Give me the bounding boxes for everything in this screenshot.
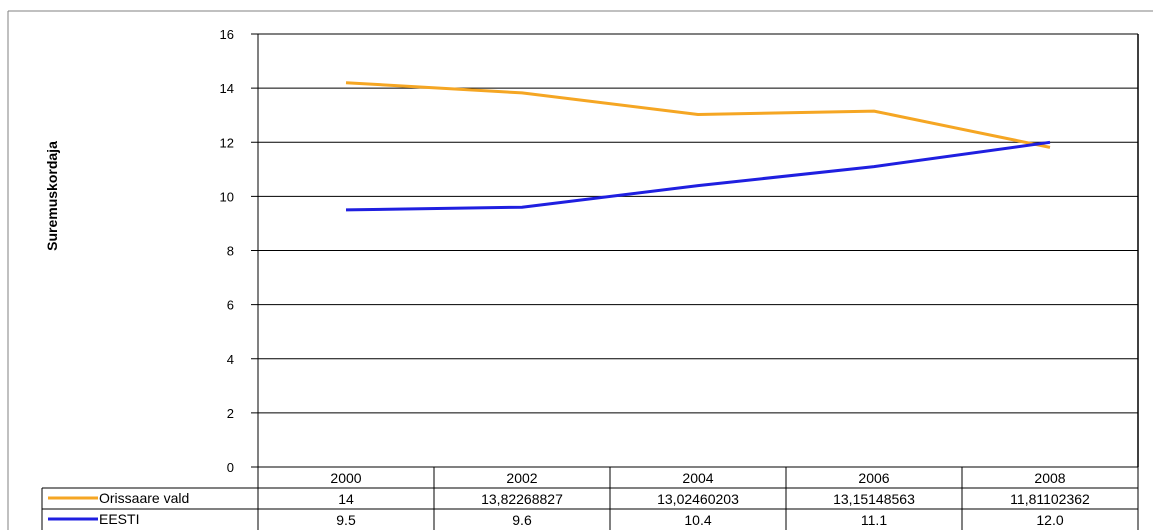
data-label: 14: [338, 491, 354, 507]
data-label: 13,02460203: [657, 491, 739, 507]
series-line: [345, 140, 1051, 212]
x-tick-label: 2008: [1034, 470, 1065, 486]
y-axis-label: Suremuskordaja: [44, 141, 60, 251]
data-label: 12.0: [1036, 512, 1063, 528]
data-label: 11,81102362: [1010, 491, 1090, 507]
data-label: 13,15148563: [833, 491, 915, 507]
y-tick-label: 10: [220, 189, 234, 204]
y-tick-label: 4: [227, 352, 234, 367]
data-label: 10.4: [684, 512, 711, 528]
x-tick-label: 2006: [858, 470, 889, 486]
x-tick-label: 2000: [330, 470, 361, 486]
data-label: 11.1: [861, 512, 887, 528]
legend-label: Orissaare vald: [99, 490, 189, 506]
y-tick-label: 14: [220, 81, 234, 96]
data-label: 13,82268827: [481, 491, 563, 507]
x-tick-label: 2004: [682, 470, 713, 486]
x-tick-label: 2002: [506, 470, 537, 486]
y-tick-label: 0: [227, 460, 234, 475]
y-tick-label: 12: [220, 135, 234, 150]
legend-label: EESTI: [99, 511, 139, 527]
y-tick-label: 8: [227, 244, 234, 259]
series-line: [345, 81, 1051, 149]
y-tick-label: 6: [227, 298, 234, 313]
y-tick-label: 16: [220, 27, 234, 42]
data-label: 9.6: [512, 512, 532, 528]
y-tick-label: 2: [227, 406, 234, 421]
data-label: 9.5: [336, 512, 356, 528]
